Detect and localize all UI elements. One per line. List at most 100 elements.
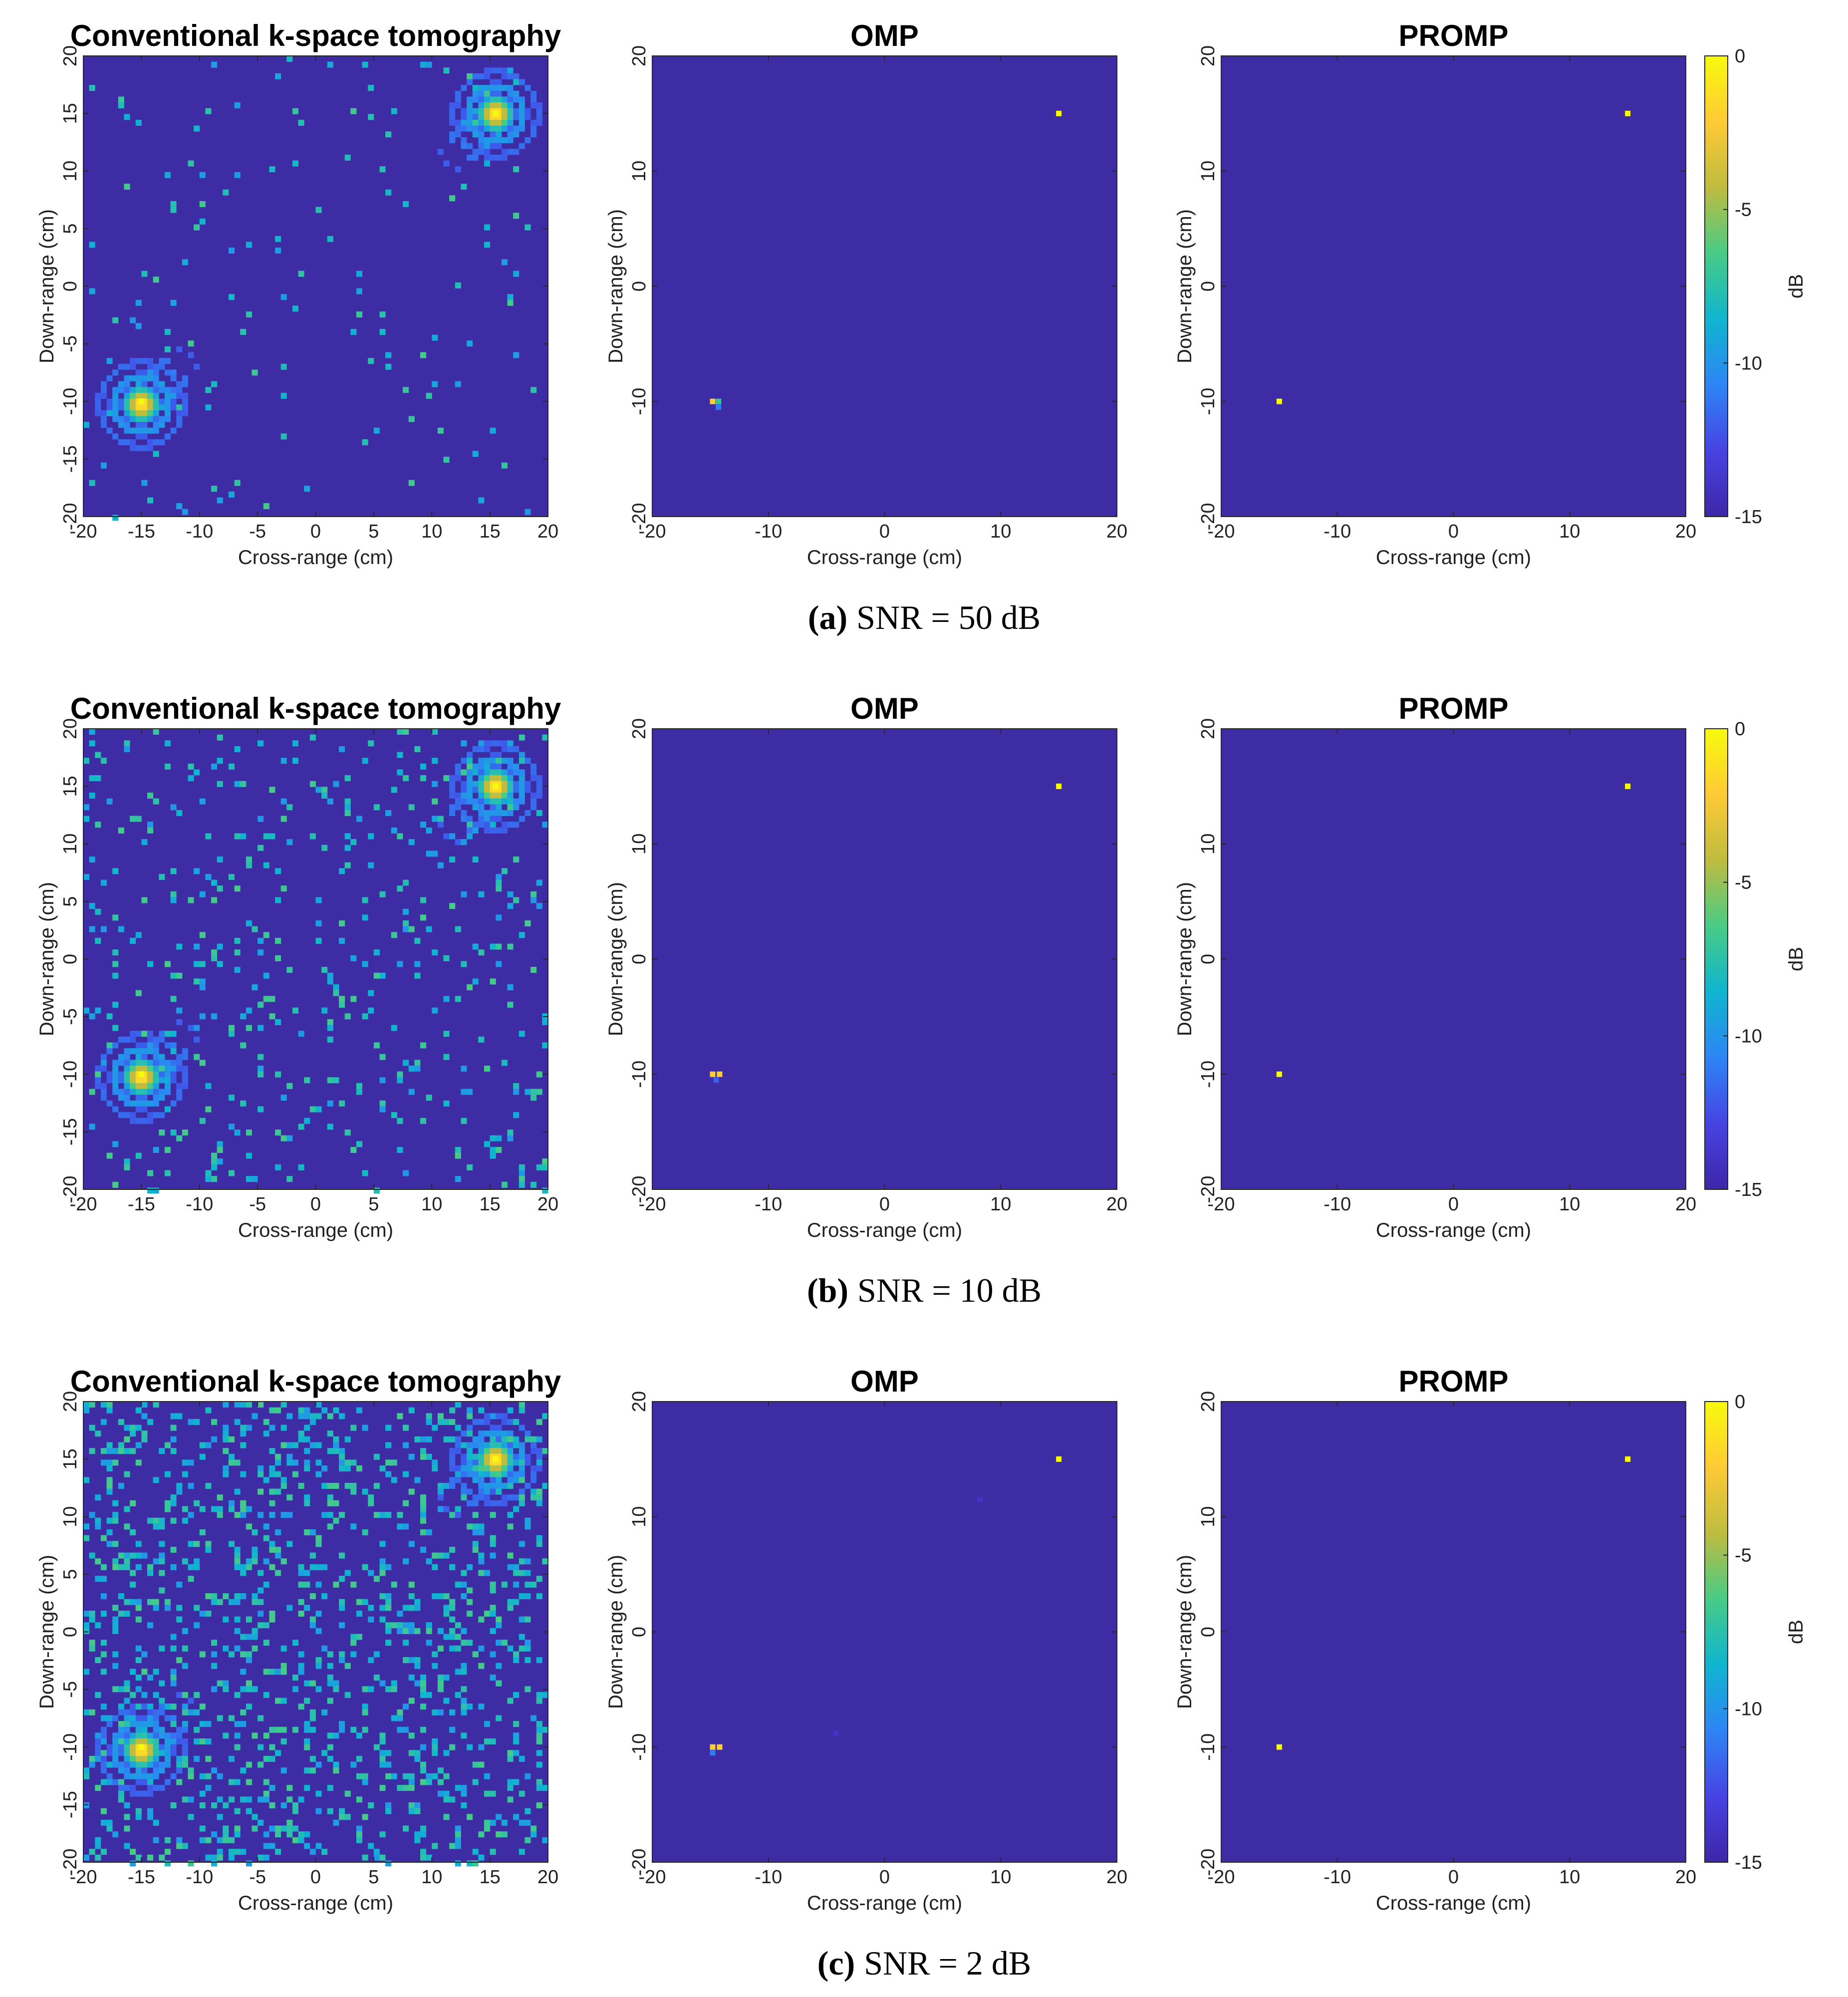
x-tick-label: 15	[479, 1867, 500, 1888]
y-tick-label: -10	[629, 1061, 650, 1088]
x-tick-label: 5	[368, 1194, 379, 1215]
x-tick-label: 20	[537, 521, 558, 542]
y-tick-label: 0	[629, 281, 650, 291]
subfigure-caption: (a) SNR = 50 dB	[808, 598, 1041, 636]
x-tick-label: 0	[879, 1867, 890, 1888]
x-tick-label: 0	[1448, 1194, 1459, 1215]
y-tick-label: -15	[60, 445, 81, 473]
panel-title: OMP	[850, 1365, 919, 1398]
x-tick-label: 20	[537, 1194, 558, 1215]
colorbar-tick-label: -10	[1735, 353, 1762, 374]
target-peak	[138, 398, 145, 405]
target-point	[710, 1750, 716, 1756]
panel-title: PROMP	[1398, 1365, 1508, 1398]
plot-background	[1221, 1402, 1686, 1862]
y-tick-label: -10	[60, 1061, 81, 1088]
figure-group-b: -20 -15 -10 -5 0 5 10 15 20-20-15-10-505101520Co…	[36, 692, 1807, 1309]
x-tick-label: 5	[368, 1867, 379, 1888]
colorbar-gradient	[1705, 56, 1728, 517]
y-tick-label: -15	[60, 1118, 81, 1145]
x-axis-label: Cross-range (cm)	[807, 1892, 962, 1914]
image-cells	[83, 56, 542, 521]
y-tick-label: 0	[1198, 281, 1219, 291]
y-axis-label: Down-range (cm)	[1174, 882, 1196, 1036]
x-tick-label: -10	[755, 521, 782, 542]
colorbar-tick-label: 0	[1735, 719, 1745, 740]
target-point	[716, 404, 722, 410]
x-tick-label: 20	[1106, 1194, 1127, 1215]
target-peak	[493, 110, 499, 117]
x-tick-label: -5	[249, 1194, 266, 1215]
x-tick-label: -10	[186, 521, 213, 542]
y-tick-label: 0	[60, 954, 81, 964]
x-tick-label: 15	[479, 521, 500, 542]
x-tick-label: -10	[1323, 1194, 1351, 1215]
y-axis-label: Down-range (cm)	[605, 1555, 627, 1709]
panel-conventional: -20 -15 -10 -5 0 5 10 15 20-20-15-10-505101520Co…	[36, 1365, 561, 1914]
x-tick-label: 10	[990, 521, 1011, 542]
y-tick-label: 0	[60, 1627, 81, 1637]
colorbar-tick-label: -10	[1735, 1026, 1762, 1047]
colorbar-tick-label: -10	[1735, 1699, 1762, 1719]
image-cells	[83, 1402, 548, 1867]
x-axis-label: Cross-range (cm)	[238, 547, 393, 569]
x-axis-label: Cross-range (cm)	[1376, 1892, 1531, 1914]
target-point	[710, 1071, 716, 1077]
y-tick-label: 20	[629, 45, 650, 66]
y-tick-label: -20	[629, 503, 650, 531]
target-point	[1056, 783, 1062, 789]
colorbar-tick-label: -15	[1735, 1179, 1762, 1200]
x-tick-label: -20	[1208, 1867, 1235, 1888]
y-tick-label: 15	[60, 1448, 81, 1469]
x-tick-label: -20	[639, 1867, 666, 1888]
panel-title: PROMP	[1398, 19, 1508, 52]
caption-letter: (b)	[807, 1271, 848, 1309]
panel-promp: -20 -10 0 10 20 -20 -10 0 10 20 PROMP Cross-range (…	[1174, 1365, 1696, 1914]
y-tick-label: -10	[629, 1733, 650, 1761]
x-tick-label: 10	[421, 521, 442, 542]
x-tick-label: 10	[990, 1867, 1011, 1888]
x-tick-label: -10	[186, 1867, 213, 1888]
target-point	[713, 1077, 719, 1083]
y-tick-label: 20	[1198, 1391, 1219, 1412]
x-tick-label: -20	[639, 521, 666, 542]
target-peak	[138, 1071, 145, 1078]
subfigure-caption: (b) SNR = 10 dB	[807, 1271, 1042, 1309]
y-tick-label: 15	[60, 103, 81, 124]
target-point	[1056, 1456, 1062, 1462]
target-point	[1276, 1071, 1282, 1077]
y-tick-label: 20	[60, 45, 81, 66]
x-tick-label: -15	[128, 1867, 155, 1888]
target-point	[1625, 1456, 1631, 1462]
y-tick-label: 10	[60, 161, 81, 182]
colorbar-tick-label: 0	[1735, 1392, 1745, 1413]
y-tick-label: -15	[60, 1791, 81, 1818]
panel-title: PROMP	[1398, 692, 1508, 725]
x-tick-label: -15	[128, 521, 155, 542]
x-tick-label: -5	[249, 521, 266, 542]
panel-title: Conventional k-space tomography	[70, 1365, 561, 1398]
figure-group-a: -20 -15 -10 -5 0 5 10 15 20-20-15-10-505101520Co…	[36, 19, 1807, 636]
x-tick-label: -20	[639, 1194, 666, 1215]
x-tick-label: -15	[128, 1194, 155, 1215]
panel-omp: -20 -10 0 10 20 -20 -10 0 10 20 OMP Cross-range (cm…	[605, 1365, 1127, 1914]
x-axis-label: Cross-range (cm)	[238, 1219, 393, 1241]
target-point	[717, 1071, 723, 1077]
y-axis-label: Down-range (cm)	[605, 209, 627, 363]
x-tick-label: 20	[1106, 521, 1127, 542]
panel-promp: -20 -10 0 10 20 -20 -10 0 10 20 PROMP Cross-range (…	[1174, 692, 1696, 1241]
x-tick-label: 0	[879, 521, 890, 542]
target-point	[1276, 1744, 1282, 1750]
y-tick-label: -20	[60, 1176, 81, 1203]
panel-title: Conventional k-space tomography	[70, 19, 561, 52]
y-tick-label: 10	[629, 834, 650, 855]
colorbar: 0 -5 -10 -15 dB	[1704, 719, 1807, 1200]
y-tick-label: -5	[60, 335, 81, 352]
x-tick-label: 0	[879, 1194, 890, 1215]
x-axis-label: Cross-range (cm)	[238, 1892, 393, 1914]
y-tick-label: -10	[629, 388, 650, 415]
colorbar-gradient	[1705, 1402, 1728, 1862]
y-tick-label: 10	[629, 1506, 650, 1527]
y-tick-label: 10	[60, 1506, 81, 1527]
y-axis-label: Down-range (cm)	[1174, 209, 1196, 363]
